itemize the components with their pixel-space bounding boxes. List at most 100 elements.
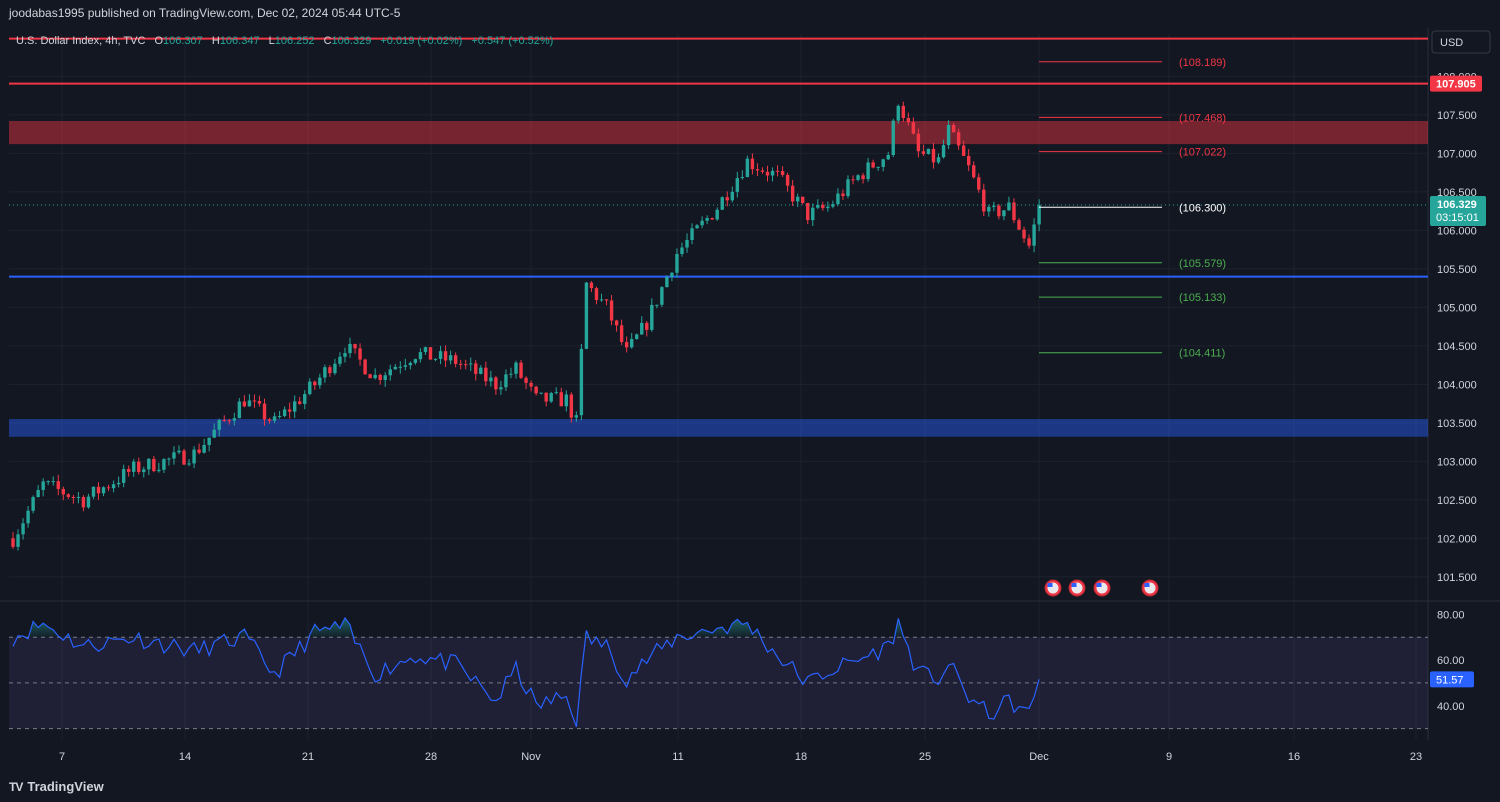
candle-body — [61, 488, 65, 495]
candle-body — [896, 105, 900, 121]
candle-body — [705, 218, 709, 221]
candle-body — [167, 458, 171, 460]
candle-body — [780, 171, 785, 175]
candle-body — [202, 445, 206, 453]
fib-label: (107.022) — [1179, 147, 1226, 159]
candle-body — [569, 394, 574, 418]
candle-body — [36, 489, 40, 498]
candle-body — [464, 364, 468, 366]
us-flag-canton — [1071, 583, 1077, 587]
time-tick-label: 11 — [672, 751, 683, 763]
candle-body — [81, 496, 86, 508]
candle-body — [635, 334, 639, 339]
candle-body — [157, 469, 161, 472]
fib-label: (104.411) — [1179, 348, 1225, 360]
ohlc-o-label: O — [154, 35, 163, 47]
candle-body — [619, 325, 624, 343]
candle-body — [363, 359, 367, 375]
candle-body — [494, 377, 498, 390]
candle-body — [1017, 220, 1021, 230]
candle-body — [237, 401, 242, 419]
candle-body — [946, 124, 951, 146]
ohlc-change: +0.019 (+0.02%) — [380, 35, 462, 47]
time-tick-label: 28 — [425, 751, 437, 763]
time-tick-label: 25 — [919, 751, 931, 763]
candle-body — [680, 247, 684, 255]
time-axis[interactable]: 7 14 21 28 Nov 11 18 25 Dec 9 16 23 — [59, 751, 1422, 763]
price-axis[interactable]: 108.000107.500107.000106.500106.000105.5… — [1430, 71, 1486, 584]
candle-body — [323, 367, 327, 378]
candle-body — [303, 394, 307, 404]
symbol-label: U.S. Dollar Index, 4h, TVC — [16, 35, 145, 47]
candle-body — [785, 174, 790, 186]
candle-body — [333, 363, 337, 374]
currency-label: USD — [1440, 37, 1463, 49]
candle-body — [101, 487, 106, 494]
candle-body — [292, 401, 297, 412]
candle-body — [132, 461, 136, 472]
candle-body — [685, 239, 689, 248]
candle-body — [348, 343, 352, 354]
candle-body — [11, 538, 15, 547]
fib-label: (106.300) — [1179, 202, 1226, 214]
candle-body — [725, 197, 729, 201]
candle-body — [1002, 210, 1006, 217]
event-icons[interactable] — [1044, 579, 1159, 597]
last-price-label: 106.329 — [1437, 199, 1477, 211]
zone — [9, 419, 1428, 437]
tradingview-logo[interactable]: TV TradingView — [9, 779, 104, 794]
candle-body — [403, 365, 408, 367]
candle-body — [116, 482, 121, 485]
footer: TV TradingView — [0, 774, 1500, 802]
candle-body — [31, 497, 35, 511]
candle-body — [242, 401, 247, 407]
candle-body — [941, 145, 946, 158]
price-tick-label: 105.000 — [1437, 302, 1477, 314]
candle-body — [881, 159, 885, 167]
candle-body — [343, 353, 347, 357]
candle-body — [192, 449, 196, 464]
price-tick-label: 102.500 — [1437, 495, 1477, 507]
candle-body — [690, 228, 694, 240]
rsi-band — [9, 637, 1428, 729]
candle-body — [549, 393, 553, 402]
price-tick-label: 107.000 — [1437, 148, 1477, 160]
candle-body — [650, 304, 654, 330]
candle-body — [660, 287, 664, 305]
candle-body — [695, 225, 699, 229]
candle-body — [1027, 238, 1031, 246]
price-tick-label: 106.500 — [1437, 187, 1477, 199]
us-flag-canton — [1096, 583, 1102, 587]
candle-body — [831, 204, 835, 207]
candle-body — [564, 394, 568, 407]
candle-body — [801, 196, 805, 203]
candle-body — [126, 469, 131, 472]
candle-body — [368, 374, 372, 379]
candle-body — [961, 145, 966, 156]
chart-area[interactable]: (108.189) (107.468) (107.022) (106.300) (105… — [0, 28, 1500, 774]
fib-label: (107.468) — [1179, 112, 1226, 124]
candle-body — [795, 196, 800, 202]
candle-body — [559, 392, 563, 407]
brand-label: TradingView — [27, 779, 104, 794]
candle-body — [111, 484, 116, 489]
time-tick-label: Nov — [521, 751, 541, 763]
candle-body — [328, 367, 332, 374]
candle-body — [916, 133, 921, 152]
candle-body — [96, 486, 101, 494]
candle-body — [418, 352, 423, 360]
candle-body — [931, 148, 936, 163]
candle-body — [277, 416, 282, 418]
candle-body — [972, 165, 976, 178]
price-tick-label: 103.500 — [1437, 418, 1477, 430]
fib-label: (108.189) — [1179, 57, 1226, 69]
candle-body — [921, 151, 926, 154]
candle-body — [272, 416, 277, 421]
candle-body — [655, 304, 659, 306]
candle-body — [906, 118, 911, 123]
currency-badge[interactable]: USD — [1431, 30, 1491, 54]
fib-levels: (108.189) (107.468) (107.022) (106.300) (105… — [1039, 57, 1226, 360]
price-tick-label: 104.500 — [1437, 341, 1477, 353]
countdown-label: 03:15:01 — [1436, 212, 1479, 224]
ohlc-l-value: 106.252 — [275, 35, 315, 47]
